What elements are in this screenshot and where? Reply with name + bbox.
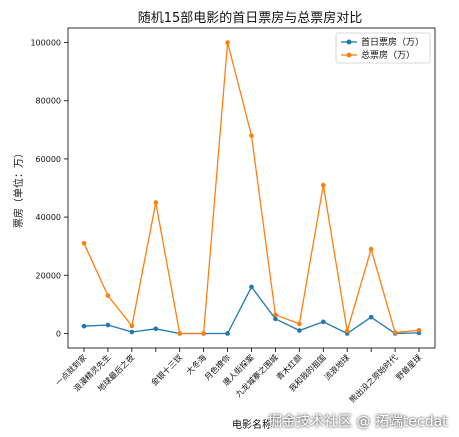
series-0-point-10	[320, 319, 326, 325]
x-tick-label-8: 九龙城寨之围城	[233, 352, 280, 399]
x-tick-label-4: 金银十三钗	[149, 352, 184, 387]
series-1-point-11	[344, 328, 350, 334]
series-line-0	[83, 285, 420, 335]
legend-marker-dot-1	[346, 52, 352, 58]
series-1-point-13	[392, 330, 398, 335]
plot-frame	[67, 27, 436, 349]
series-0-point-1	[105, 322, 111, 328]
series-1-point-4	[177, 331, 183, 336]
legend-frame	[335, 32, 431, 64]
y-tick-label-4: 80000	[36, 97, 61, 106]
series-0-point-6	[225, 331, 230, 336]
series-1-point-5	[201, 331, 206, 336]
legend-marker-dot-0	[346, 39, 352, 45]
y-tick-label-3: 60000	[36, 155, 61, 164]
series-0-point-7	[249, 284, 254, 290]
y-axis: 0 20000 40000 60000 80000 100000	[30, 39, 68, 338]
series-1-point-6	[225, 40, 230, 45]
legend-label-0: 首日票房（万）	[361, 36, 424, 48]
watermark: 掘金技术社区 @ 拓端tecdat	[268, 414, 448, 430]
x-tick-label-14: 野兽星球	[394, 352, 424, 382]
x-tick-label-11: 流浪地球	[322, 352, 352, 382]
chart-title: 随机15部电影的首日票房与总票房对比	[138, 10, 363, 26]
y-tick-label-2: 40000	[36, 213, 61, 222]
y-tick-label-0: 0	[56, 329, 61, 338]
series-1-point-14	[416, 327, 422, 333]
series-1-point-9	[297, 321, 302, 327]
series-1-point-10	[320, 182, 326, 188]
series-1-point-8	[273, 312, 278, 318]
series-0-point-2	[129, 329, 135, 335]
series-1-point-7	[249, 133, 254, 138]
series-1-point-2	[129, 323, 135, 329]
y-tick-label-5: 100000	[30, 39, 61, 48]
series-line-1	[83, 42, 420, 335]
series-1-point-3	[153, 200, 159, 205]
series-0-point-3	[153, 326, 159, 332]
legend: 首日票房（万） 总票房（万）	[335, 32, 431, 64]
series-0-point-12	[368, 314, 374, 320]
x-tick-label-5: 大冬海	[184, 352, 208, 376]
series-1-point-12	[368, 246, 374, 252]
series-0-point-8	[273, 316, 278, 322]
y-axis-label: 票房（单位：万）	[12, 148, 25, 228]
x-tick-label-13: 熊出没之原始时代	[347, 352, 399, 404]
legend-label-1: 总票房（万）	[361, 49, 415, 61]
series-1-point-1	[105, 293, 111, 298]
series-1-point-0	[81, 240, 87, 246]
series-layer	[81, 40, 422, 336]
y-tick-label-1: 20000	[36, 271, 61, 280]
series-0-point-9	[297, 328, 302, 333]
x-axis-label: 电影名称	[232, 418, 272, 431]
series-0-point-0	[81, 323, 87, 329]
